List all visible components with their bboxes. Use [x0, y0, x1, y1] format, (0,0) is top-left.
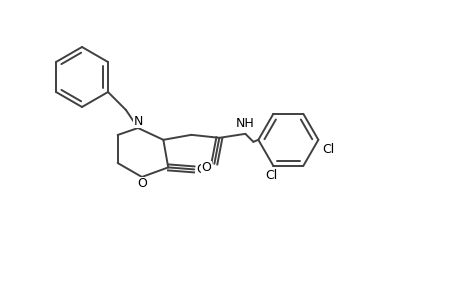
- Text: O: O: [196, 163, 206, 176]
- Text: Cl: Cl: [265, 169, 277, 182]
- Text: N: N: [133, 115, 142, 128]
- Text: NH: NH: [235, 117, 254, 130]
- Text: O: O: [137, 178, 146, 190]
- Text: O: O: [201, 161, 211, 174]
- Text: Cl: Cl: [322, 143, 334, 156]
